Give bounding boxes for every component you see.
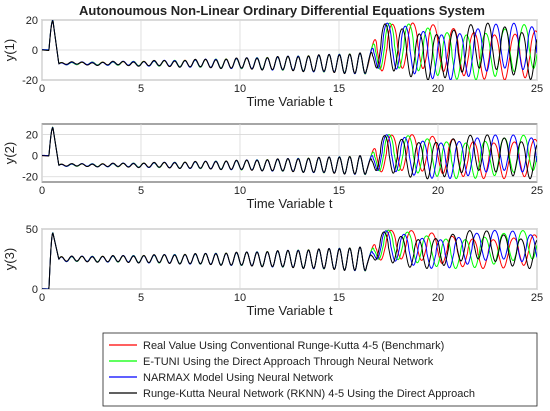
legend-label: Runge-Kutta Neural Network (RKNN) 4-5 Us… [143,388,475,400]
x-tick-label: 0 [39,292,45,304]
series-line [42,20,537,80]
y-tick-label: 20 [26,130,38,142]
y-tick-label: 50 [26,224,38,236]
legend-label: NARMAX Model Using Neural Network [143,372,334,384]
series-line [42,230,537,289]
legend-box [102,332,538,407]
y-axis-label: y(3) [2,248,17,270]
y-tick-label: 20 [26,15,38,27]
chart-title: Autonoumous Non-Linear Ordinary Differen… [79,3,485,18]
x-tick-label: 0 [39,185,45,197]
x-tick-label: 20 [432,185,444,197]
plot-area [42,126,537,180]
y-axis-label: y(2) [2,142,17,164]
plot-area [42,20,537,80]
x-tick-label: 0 [39,83,45,95]
x-tick-label: 25 [531,292,543,304]
legend: Real Value Using Conventional Runge-Kutt… [102,332,538,407]
x-tick-label: 20 [432,292,444,304]
series-line [42,127,537,180]
x-tick-label: 15 [333,185,345,197]
axes-frame [41,123,538,183]
x-tick-label: 15 [333,83,345,95]
y-axis-label: y(1) [2,39,17,61]
x-tick-label: 10 [234,185,246,197]
y-tick-label: -20 [22,75,38,87]
x-tick-label: 10 [234,292,246,304]
x-tick-label: 20 [432,83,444,95]
x-axis-label: Time Variable t [247,94,333,109]
legend-label: Real Value Using Conventional Runge-Kutt… [143,340,444,352]
x-tick-label: 5 [138,83,144,95]
x-tick-label: 10 [234,83,246,95]
y-tick-label: 0 [32,151,38,163]
plot-area [42,229,537,289]
x-axis-label: Time Variable t [247,303,333,318]
x-axis-label: Time Variable t [247,196,333,211]
subplot-3: 0 5 10 15 20 25 50 0 Time Variable t y(3) [2,224,543,318]
x-tick-label: 5 [138,292,144,304]
x-tick-label: 15 [333,292,345,304]
y-tick-label: 0 [32,45,38,57]
x-tick-label: 25 [531,83,543,95]
x-tick-label: 25 [531,185,543,197]
y-tick-label: 0 [32,284,38,296]
y-tick-label: -20 [22,172,38,184]
legend-label: E-TUNI Using the Direct Approach Through… [143,356,434,368]
x-tick-label: 5 [138,185,144,197]
